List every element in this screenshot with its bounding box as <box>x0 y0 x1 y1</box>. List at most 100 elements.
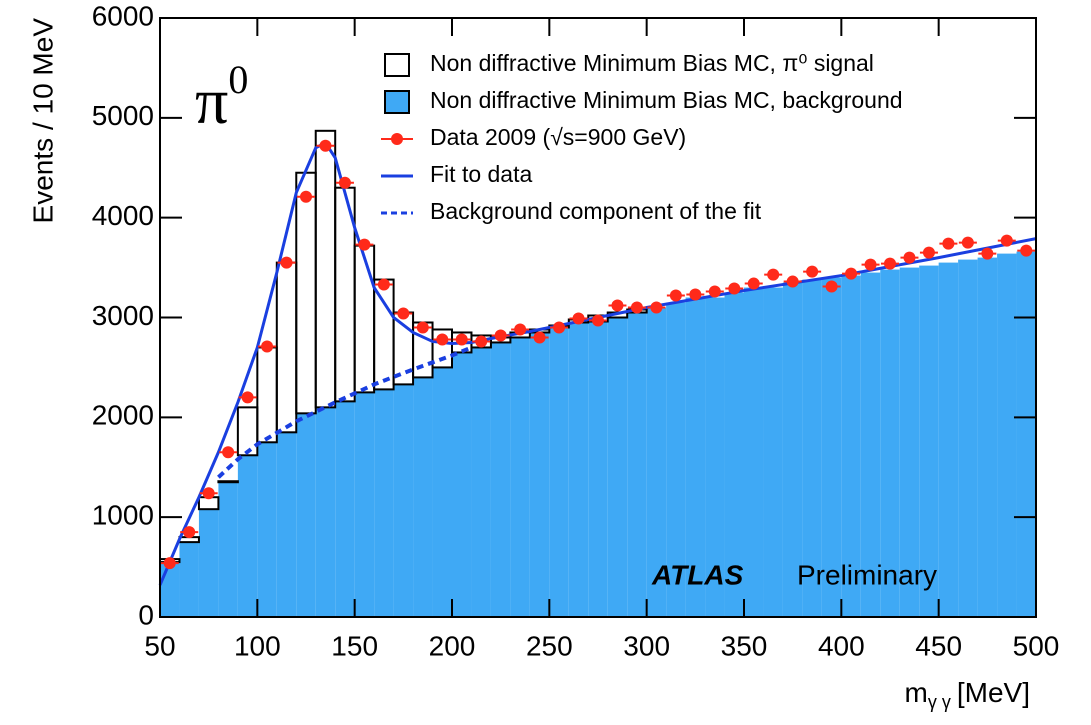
stacked-bar <box>353 244 376 394</box>
data-point <box>942 237 955 250</box>
x-tick-label: 50 <box>144 630 175 661</box>
data-point <box>767 268 780 281</box>
data-point <box>689 288 702 301</box>
bar <box>899 267 920 617</box>
x-tick-label: 250 <box>526 630 573 661</box>
bar <box>237 455 258 617</box>
bar <box>354 392 375 617</box>
x-tick-label: 350 <box>721 630 768 661</box>
data-point <box>280 256 293 269</box>
bar <box>198 509 219 617</box>
data-point <box>300 190 312 203</box>
bar <box>646 307 667 617</box>
y-tick-label: 0 <box>138 599 154 630</box>
bar <box>315 407 336 617</box>
bar <box>977 257 998 617</box>
x-label-main: m <box>905 677 928 708</box>
data-point <box>903 251 916 264</box>
x-tick-label: 100 <box>234 630 281 661</box>
data-point <box>961 236 974 249</box>
data-point <box>397 307 410 320</box>
data-point <box>436 333 449 346</box>
data-point <box>806 265 819 278</box>
y-tick-label: 3000 <box>92 300 154 331</box>
data-point <box>786 275 799 288</box>
legend-swatch <box>391 133 403 145</box>
data-point <box>572 312 585 325</box>
data-point <box>747 277 760 290</box>
y-tick-label: 4000 <box>92 200 154 231</box>
data-point <box>202 487 215 500</box>
data-point <box>319 139 332 152</box>
stacked-bar <box>236 406 259 457</box>
y-axis-label: Events / 10 MeV <box>27 18 58 224</box>
data-point <box>611 299 624 312</box>
data-point <box>650 301 663 314</box>
x-tick-label: 400 <box>818 630 865 661</box>
bar <box>724 292 744 617</box>
bar <box>763 287 783 617</box>
y-tick-label: 6000 <box>92 0 154 31</box>
data-point <box>1020 244 1033 257</box>
legend-swatch <box>384 90 410 114</box>
bar <box>257 442 277 617</box>
bar <box>276 432 297 617</box>
legend-label: Non diffractive Minimum Bias MC, π⁰ sign… <box>430 50 874 76</box>
stacked-bar <box>256 346 278 444</box>
x-tick-label: 300 <box>623 630 670 661</box>
bar <box>666 302 686 617</box>
x-tick-label: 150 <box>331 630 378 661</box>
bar <box>374 389 394 617</box>
bar <box>335 401 355 617</box>
bar <box>860 272 881 617</box>
bar <box>705 297 725 617</box>
bar <box>841 275 861 617</box>
data-point <box>981 247 994 260</box>
x-label-unit: [MeV] <box>957 677 1030 708</box>
data-point <box>884 257 896 270</box>
annotation-sup: 0 <box>228 57 248 102</box>
data-point <box>922 246 935 259</box>
x-tick-label: 450 <box>915 630 962 661</box>
legend-label: Data 2009 (√s=900 GeV) <box>430 124 686 150</box>
data-point <box>630 301 643 314</box>
bar <box>179 542 199 617</box>
stacked-bar <box>275 261 298 434</box>
bar <box>919 265 939 617</box>
data-point <box>377 278 390 291</box>
bar <box>997 253 1017 617</box>
data-point <box>163 557 176 570</box>
y-tick-label: 1000 <box>92 500 154 531</box>
stacked-bar <box>217 480 239 484</box>
bar <box>568 322 589 617</box>
data-point <box>416 321 429 334</box>
data-point <box>358 238 371 251</box>
legend-label: Fit to data <box>430 161 532 187</box>
x-tick-label: 500 <box>1013 630 1060 661</box>
data-point <box>825 280 838 293</box>
stacked-bar <box>314 129 337 409</box>
data-point <box>845 267 858 280</box>
bar <box>432 367 452 617</box>
data-point <box>592 314 604 327</box>
data-point <box>669 289 682 302</box>
legend-label: Background component of the fit <box>430 198 762 224</box>
bar <box>744 287 764 617</box>
bar <box>296 413 316 617</box>
legend-label: Non diffractive Minimum Bias MC, backgro… <box>430 87 903 113</box>
bar <box>880 269 900 617</box>
bar <box>802 279 822 617</box>
stacked-bar <box>373 278 395 391</box>
y-tick-label: 5000 <box>92 100 154 131</box>
data-point <box>183 526 196 539</box>
bar <box>958 259 978 617</box>
stacked-bar <box>295 171 317 415</box>
bar <box>588 321 608 617</box>
experiment-label: ATLAS <box>651 559 744 590</box>
data-point <box>708 285 721 298</box>
x-axis-label: mγ γ [MeV] <box>905 677 1030 711</box>
data-point <box>533 331 546 344</box>
x-tick-label: 200 <box>429 630 476 661</box>
bar <box>821 277 842 617</box>
data-point <box>728 282 741 295</box>
